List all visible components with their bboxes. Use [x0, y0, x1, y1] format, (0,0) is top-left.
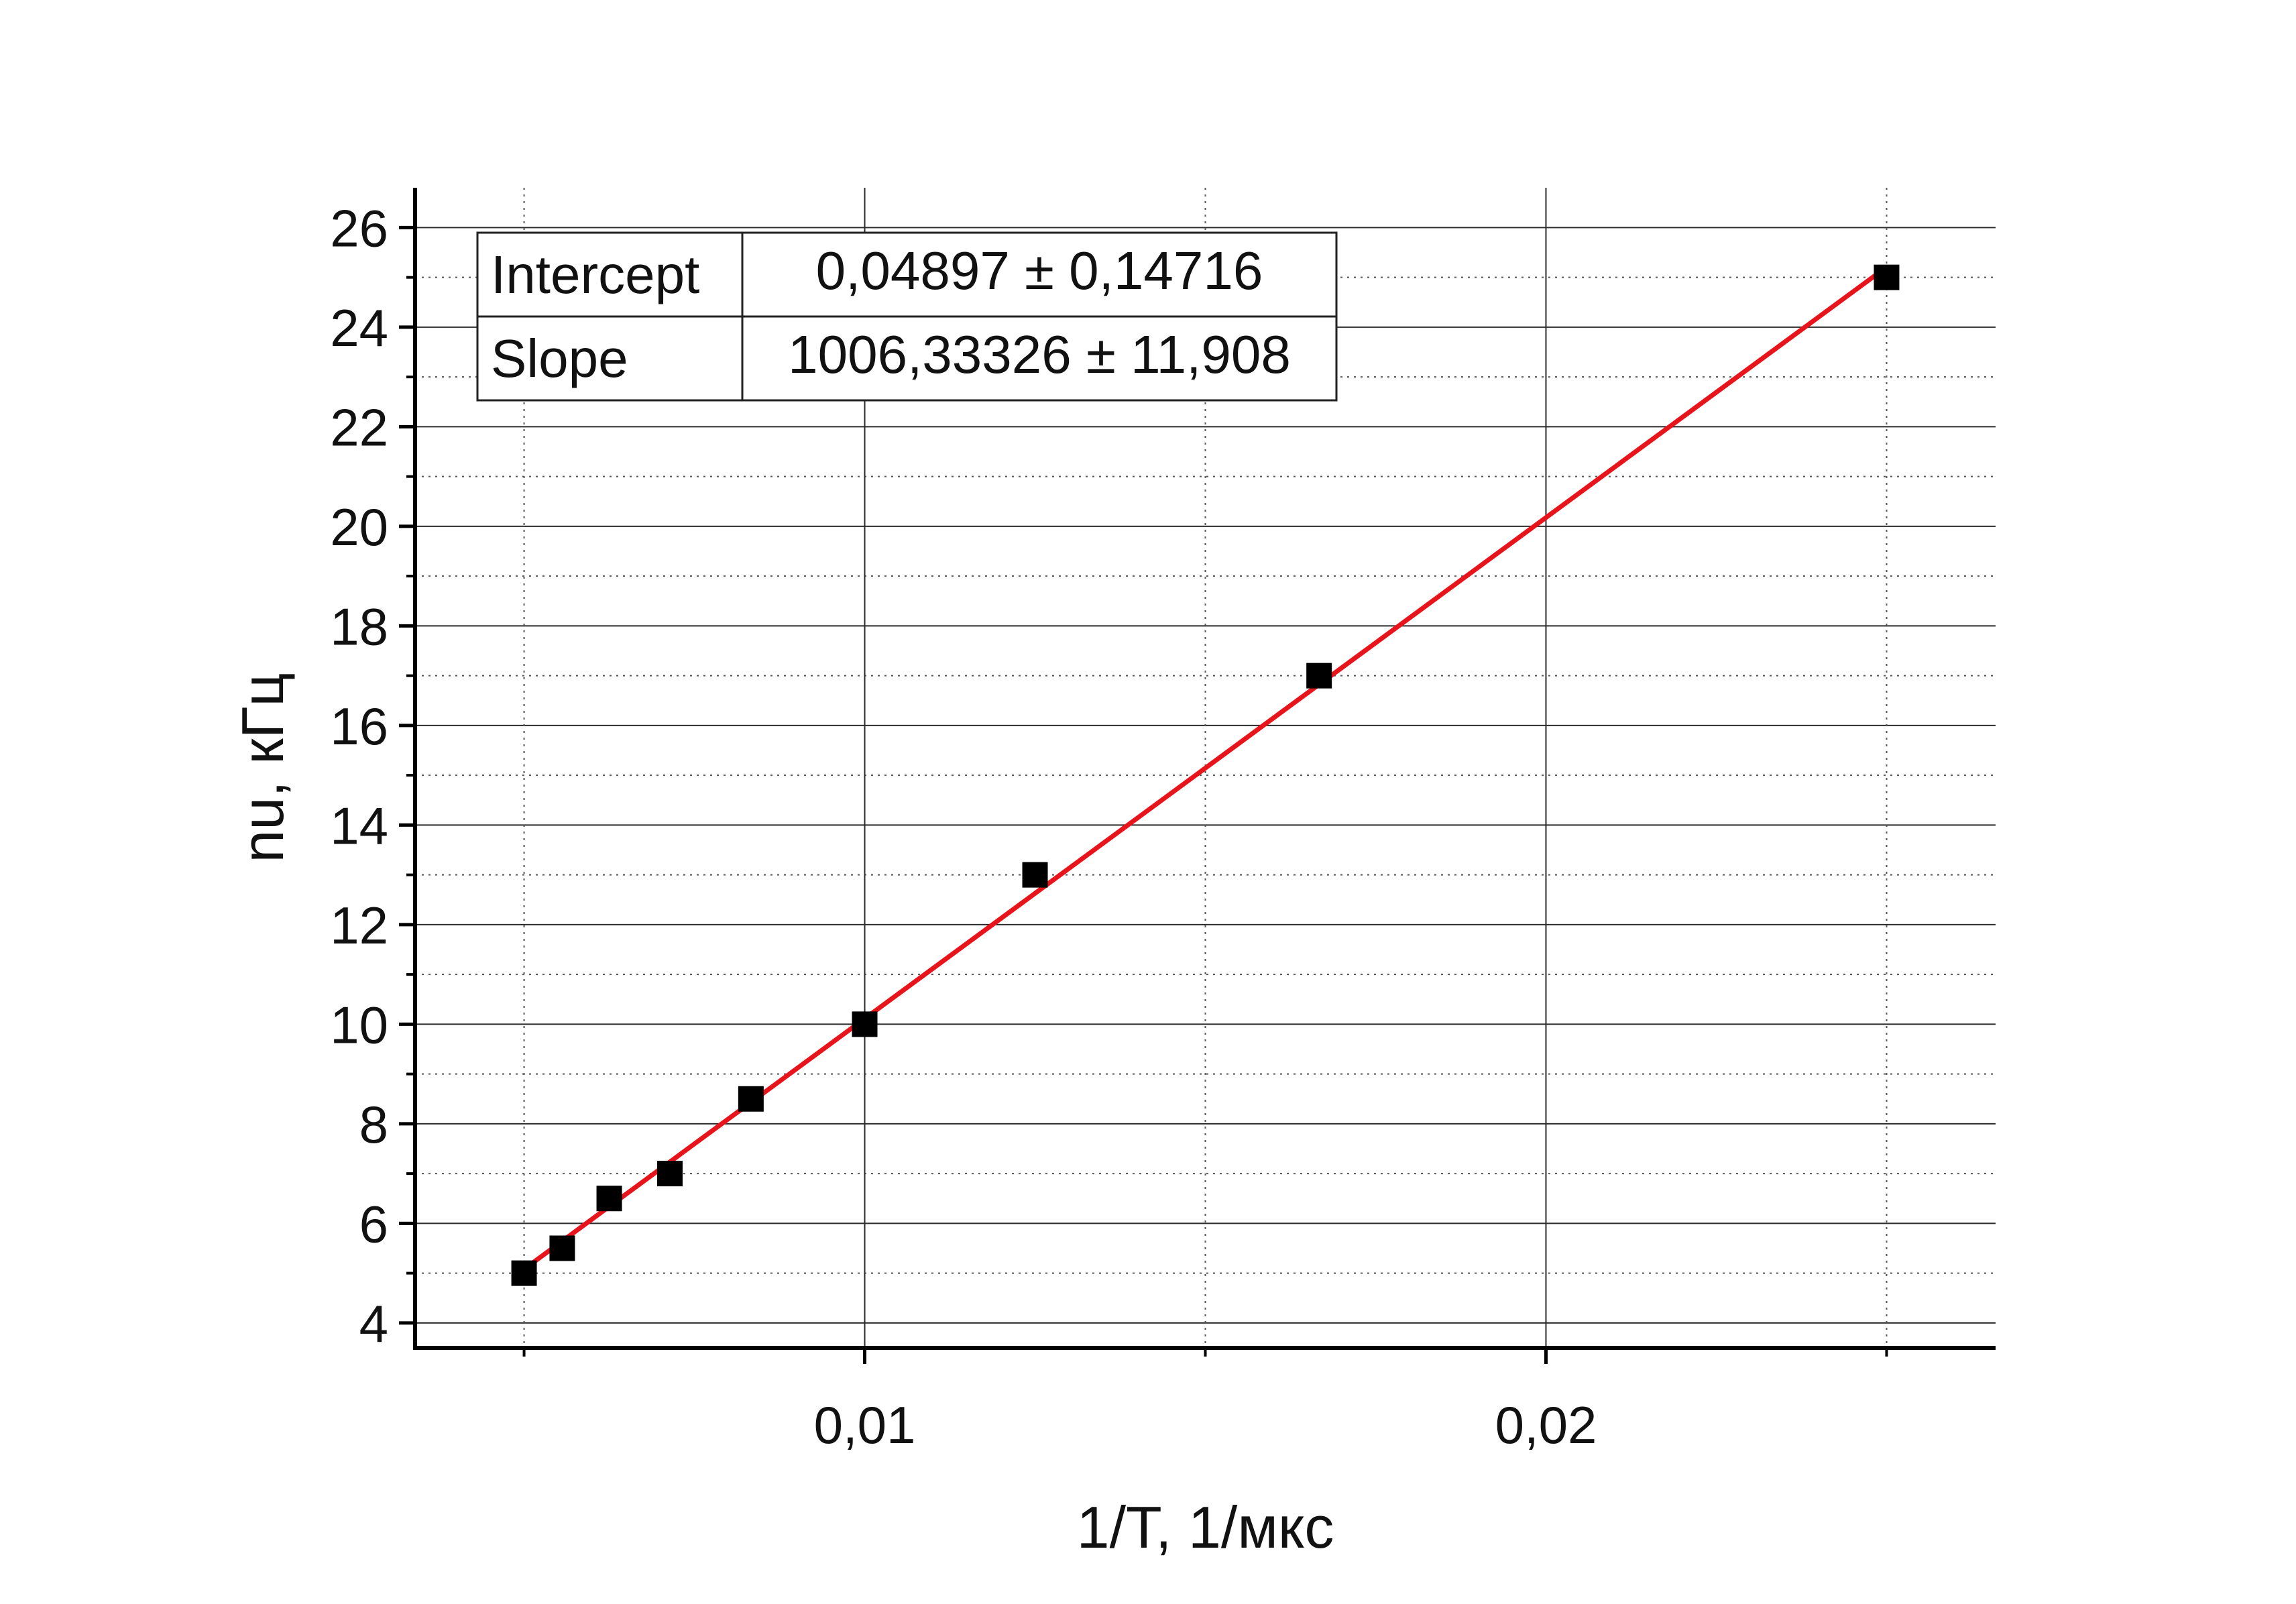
data-point	[656, 1161, 683, 1187]
y-tick-label: 22	[330, 398, 388, 457]
data-point	[738, 1086, 764, 1112]
y-tick-label: 26	[330, 198, 388, 257]
data-point	[549, 1235, 575, 1261]
x-axis-title: 1/T, 1/мкс	[1077, 1494, 1334, 1560]
fit-table-label: Intercept	[491, 245, 699, 304]
y-tick-label: 20	[330, 498, 388, 557]
x-tick-label: 0,02	[1495, 1395, 1597, 1454]
data-points	[511, 264, 1900, 1286]
y-tick-label: 12	[330, 896, 388, 955]
y-tick-label: 8	[359, 1095, 388, 1154]
data-point	[852, 1011, 878, 1037]
fit-results-table: Intercept 0,04897 ± 0,14716 Slope 1006,3332…	[476, 231, 1338, 402]
y-tick-label: 16	[330, 697, 388, 756]
y-tick-label: 6	[359, 1194, 388, 1253]
data-point	[1306, 663, 1332, 689]
y-tick-label: 24	[330, 298, 388, 357]
data-point	[596, 1186, 622, 1212]
y-tick-label: 14	[330, 796, 388, 855]
fit-table-label: Slope	[491, 329, 628, 388]
y-axis-title: nu, кГц	[229, 673, 296, 862]
y-tick-label: 10	[330, 995, 388, 1054]
data-point	[1874, 264, 1900, 290]
y-tick-label: 4	[359, 1294, 388, 1353]
fit-table-value: 0,04897 ± 0,14716	[816, 241, 1263, 300]
axes: 4 6 8 10 12 14 16 18 20 22 24 26 0,01 0,02	[330, 188, 1996, 1454]
y-tick-label: 18	[330, 597, 388, 656]
data-point	[1022, 862, 1048, 888]
fit-table-value: 1006,33326 ± 11,908	[788, 325, 1291, 384]
x-tick-label: 0,01	[814, 1395, 916, 1454]
data-point	[511, 1260, 537, 1286]
